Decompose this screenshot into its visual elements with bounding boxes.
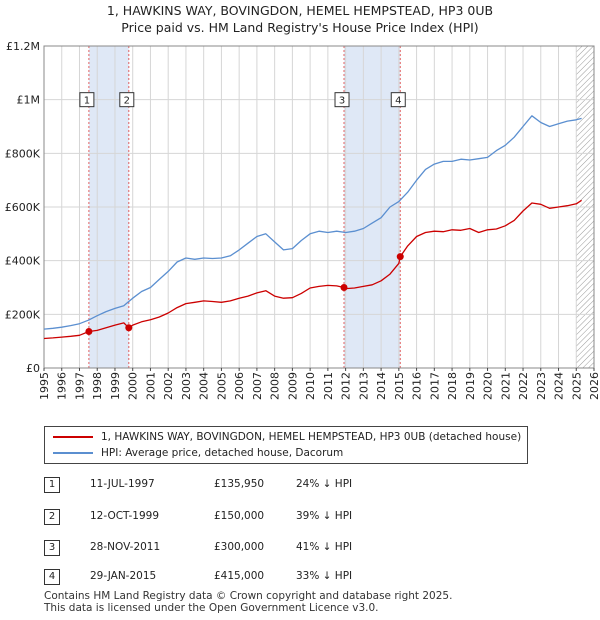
transaction-date: 12-OCT-1999 (90, 510, 159, 522)
legend-label-property: 1, HAWKINS WAY, BOVINGDON, HEMEL HEMPSTE… (101, 431, 522, 443)
y-tick-label: £200K (5, 308, 41, 321)
transaction-price: £135,950 (214, 478, 265, 490)
x-tick-label: 2004 (198, 372, 211, 400)
x-tick-label: 2024 (553, 372, 566, 400)
plot-border (43, 45, 595, 369)
x-tick-label: 2018 (446, 372, 459, 400)
transaction-number: 1 (44, 477, 60, 493)
sale-label: 4 (395, 96, 401, 107)
x-tick-label: 2014 (375, 372, 388, 400)
footer-license: This data is licensed under the Open Gov… (44, 602, 379, 614)
legend-swatch-hpi (53, 452, 93, 454)
transaction-date: 29-JAN-2015 (90, 570, 157, 582)
x-tick-label: 2015 (393, 372, 406, 400)
x-tick-label: 2016 (411, 372, 424, 400)
price-chart: £0 £200K £400K £600K £800K £1M £1.2M 1995 1996 19… (5, 40, 600, 400)
x-tick-label: 2000 (127, 372, 140, 400)
transaction-number: 3 (44, 540, 60, 556)
x-tick-label: 2010 (304, 372, 317, 400)
transaction-number: 4 (44, 569, 60, 585)
sale-label-box (79, 92, 95, 108)
sale-point (85, 328, 93, 336)
y-tick-label: £1.2M (6, 40, 40, 53)
legend-swatch-property (53, 436, 93, 438)
transaction-date: 11-JUL-1997 (90, 478, 155, 490)
x-tick-label: 2001 (144, 372, 157, 400)
y-tick-label: £400K (5, 255, 41, 268)
y-tick-label: £600K (5, 201, 41, 214)
x-tick-label: 2002 (162, 372, 175, 400)
transaction-price: £415,000 (214, 570, 265, 582)
chart-legend: 1, HAWKINS WAY, BOVINGDON, HEMEL HEMPSTE… (44, 426, 528, 464)
x-tick-label: 2021 (499, 372, 512, 400)
x-tick-label: 2020 (482, 372, 495, 400)
x-tick-label: 2009 (286, 372, 299, 400)
transaction-price: £150,000 (214, 510, 265, 522)
x-tick-label: 2026 (588, 372, 600, 400)
sale-label-box (334, 92, 350, 108)
x-tick-label: 2023 (535, 372, 548, 400)
x-tick-label: 1995 (38, 372, 51, 400)
x-tick-label: 1998 (91, 372, 104, 400)
legend-label-hpi: HPI: Average price, detached house, Daco… (101, 447, 344, 459)
footer: Contains HM Land Registry data © Crown c… (44, 590, 452, 614)
x-tick-label: 2019 (464, 372, 477, 400)
transaction-row: 4 29-JAN-2015 £415,000 33% ↓ HPI (44, 566, 444, 586)
x-tick-label: 2012 (340, 372, 353, 400)
transaction-number: 2 (44, 509, 60, 525)
title-line-1: 1, HAWKINS WAY, BOVINGDON, HEMEL HEMPSTE… (106, 3, 494, 18)
hpi-line (43, 115, 582, 330)
transaction-hpi-diff: 24% ↓ HPI (296, 478, 353, 490)
transaction-row: 1 11-JUL-1997 £135,950 24% ↓ HPI (44, 474, 444, 494)
x-tick-label: 2011 (322, 372, 335, 400)
chart-title: 1, HAWKINS WAY, BOVINGDON, HEMEL HEMPSTE… (0, 2, 600, 36)
transaction-hpi-diff: 39% ↓ HPI (296, 510, 353, 522)
x-tick-label: 2007 (251, 372, 264, 400)
transaction-price: £300,000 (214, 541, 265, 553)
x-tick-label: 2005 (215, 372, 228, 400)
sale-label-box (119, 92, 135, 108)
transaction-date: 28-NOV-2011 (90, 541, 161, 553)
x-tick-label: 2013 (357, 372, 370, 400)
sale-label: 2 (124, 96, 130, 107)
x-tick-label: 2017 (428, 372, 441, 400)
x-tick-label: 2003 (180, 372, 193, 400)
legend-item-hpi: HPI: Average price, detached house, Daco… (53, 445, 343, 461)
y-tick-label: £800K (5, 147, 41, 160)
x-tick-label: 1999 (109, 372, 122, 400)
transaction-hpi-diff: 33% ↓ HPI (296, 570, 353, 582)
footer-copyright: Contains HM Land Registry data © Crown c… (44, 590, 453, 602)
x-tick-label: 2025 (570, 372, 583, 400)
sale-point (340, 284, 348, 291)
sale-label-box (390, 92, 406, 108)
legend-item-property: 1, HAWKINS WAY, BOVINGDON, HEMEL HEMPSTE… (53, 429, 521, 445)
x-tick-label: 1997 (73, 372, 86, 400)
title-line-2: Price paid vs. HM Land Registry's House … (121, 20, 479, 35)
x-tick-label: 2022 (517, 372, 530, 400)
transaction-row: 2 12-OCT-1999 £150,000 39% ↓ HPI (44, 506, 444, 526)
sale-point (396, 253, 404, 261)
transaction-hpi-diff: 41% ↓ HPI (296, 541, 353, 553)
sale-label: 3 (339, 96, 345, 107)
x-tick-label: 2006 (233, 372, 246, 400)
sale-point (125, 324, 133, 332)
sale-label: 1 (84, 96, 90, 107)
x-tick-label: 1996 (56, 372, 69, 400)
x-tick-label: 2008 (269, 372, 282, 400)
transaction-row: 3 28-NOV-2011 £300,000 41% ↓ HPI (44, 537, 444, 557)
y-tick-label: £1M (17, 94, 41, 107)
y-tick-label: £0 (26, 362, 40, 375)
